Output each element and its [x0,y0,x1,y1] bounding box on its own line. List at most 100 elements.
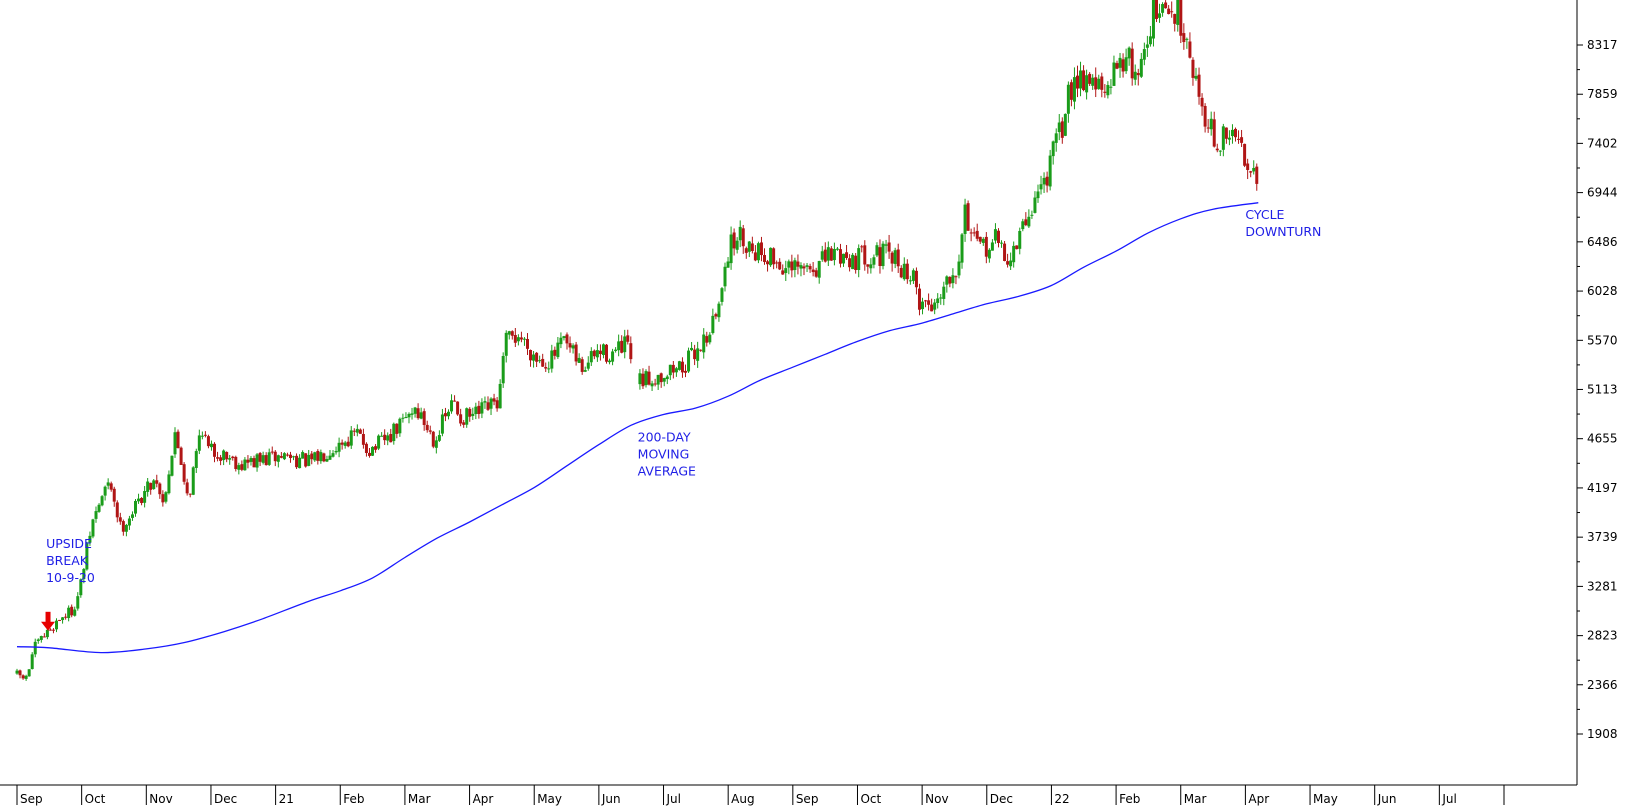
candle [957,254,961,279]
candle [559,332,563,349]
candle [996,228,1000,248]
x-tick-label: 21 [279,792,294,806]
y-tick-label: 6944 [1587,186,1618,200]
candle [787,259,791,275]
candle [219,454,223,466]
candle [55,618,59,633]
candle [614,347,618,353]
candle [468,407,472,422]
candle [1115,60,1119,70]
candle [571,343,575,354]
candle [790,254,794,278]
candle [1039,175,1043,195]
candle [225,451,229,463]
candle [480,398,484,419]
candle [343,440,347,449]
candle [1191,57,1195,86]
candle [1015,245,1019,250]
candle [1243,143,1247,168]
candle [769,247,773,267]
candle [854,252,858,274]
candle [1212,111,1216,148]
candle [395,423,399,439]
candle [656,374,660,390]
candle [875,242,879,258]
candle [398,417,402,437]
candle [404,412,408,419]
annotation-text: 200-DAY MOVING AVERAGE [638,429,696,478]
candle [799,262,803,277]
candle [696,341,700,368]
candle [143,486,147,508]
candle [1127,46,1131,66]
x-tick-label: Jun [601,792,621,806]
candle [492,393,496,406]
candle [209,440,213,451]
candle [261,451,265,465]
x-axis-ticks: Sep Oct Nov Dec 21 Feb Mar Apr May Jun Jul Aug Sep Oc… [16,785,1505,806]
candle [1209,111,1213,136]
candle [981,237,985,246]
x-tick-label: Mar [408,792,431,806]
candle [73,606,77,617]
candle [1151,0,1155,47]
candle [85,541,89,571]
candle [1000,240,1004,248]
candle [106,478,110,490]
candle [626,329,630,345]
candle [316,449,320,465]
candle [115,500,119,523]
x-tick-label: Dec [990,792,1013,806]
candle [243,457,247,471]
candle [270,446,274,455]
candle [437,430,441,442]
candle [134,499,138,517]
candle [620,335,624,354]
candle [185,478,189,496]
candle [1030,210,1034,219]
candle [392,422,396,445]
candle [264,452,268,466]
candle [1179,0,1183,44]
candle [838,243,842,268]
x-tick-label: Jun [1377,792,1397,806]
candle [1218,150,1222,157]
candle [829,246,833,261]
candle [273,450,277,467]
candle [1042,172,1046,193]
candle [249,456,253,466]
candle [674,366,678,377]
candle [358,428,362,434]
y-tick-label: 8317 [1587,38,1618,52]
y-tick-label: 5113 [1587,382,1618,396]
candle [313,451,317,462]
candle [905,259,909,284]
candle [963,198,967,242]
candle [30,652,34,670]
candle [617,334,621,357]
candle [1130,42,1134,86]
candle [930,298,934,312]
candle [61,617,65,624]
candle [100,495,104,507]
candle [176,429,180,449]
candle [149,482,153,495]
candle [197,429,201,455]
candle [495,397,499,412]
candle [361,428,365,449]
candle [507,330,511,340]
candle [310,451,314,465]
candle [328,450,332,460]
candle [641,368,645,390]
y-tick-label: 4655 [1587,432,1618,446]
candle [1203,103,1207,133]
candle [146,477,150,497]
annotation-text: CYCLE DOWNTURN [1245,207,1321,239]
candle [431,430,435,449]
candle [665,374,669,385]
candle [203,431,207,438]
x-tick-label: Dec [214,792,237,806]
candle [720,287,724,306]
y-tick-label: 6486 [1587,235,1618,249]
